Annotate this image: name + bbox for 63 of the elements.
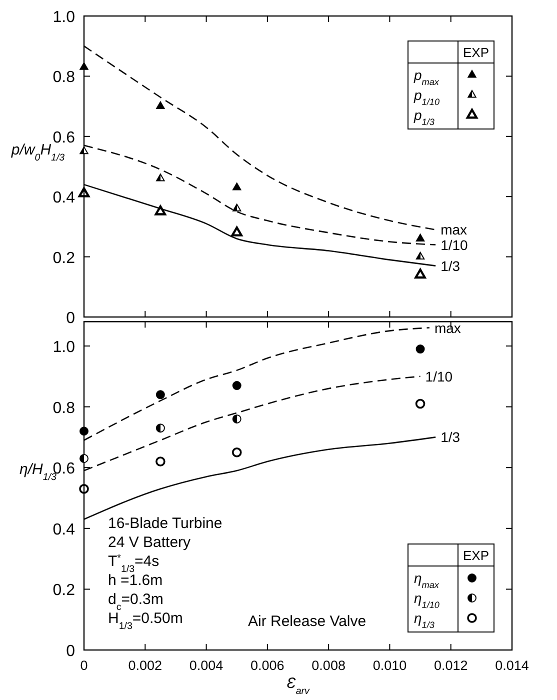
x-tick-label: 0.012	[434, 658, 468, 673]
x-tick-label: 0.006	[250, 658, 284, 673]
point	[232, 448, 242, 458]
legend-label: η$_{1/10}$	[414, 590, 440, 610]
legend-label: p$_{1/10}$	[413, 87, 440, 107]
annotation: h =1.6m	[108, 572, 163, 589]
point	[80, 426, 88, 436]
x-tick-label: 0.004	[189, 658, 224, 673]
series-label: 1/3	[440, 258, 460, 274]
series-label: 1/10	[425, 368, 453, 384]
point	[416, 344, 425, 354]
point	[415, 398, 426, 409]
legend-label: p$_{max}$	[413, 67, 440, 87]
annotation: d$_{c}$=0.3m	[108, 591, 164, 612]
legend-label: p$_{1/3}$	[413, 107, 434, 127]
legend-label: η$_{1/3}$	[414, 610, 434, 630]
y-tick-label: 0	[66, 310, 76, 327]
x-tick-label: 0	[80, 658, 88, 673]
point	[80, 62, 88, 70]
annotation: H$_{1/3}$=0.50m	[108, 610, 183, 632]
annotation: Air Release Valve	[248, 613, 366, 630]
legend-label: η$_{max}$	[414, 570, 440, 590]
y-tick-label: 0.8	[52, 69, 76, 86]
point	[154, 205, 166, 216]
series-label: max	[440, 222, 468, 238]
legend-title: EXP	[462, 45, 490, 60]
annotation: T$^{*}$$_{1/3}$=4s	[108, 552, 160, 574]
series-label: 1/10	[440, 236, 468, 253]
point	[78, 187, 90, 198]
point	[156, 424, 165, 433]
point	[232, 204, 242, 212]
point	[232, 381, 242, 390]
y-tick-label: 0	[66, 643, 76, 660]
x-axis-title: Ɛ$_{arv}$	[286, 675, 311, 696]
point	[156, 456, 166, 466]
x-tick-label: 0.014	[495, 658, 530, 673]
annotation: 24 V Battery	[108, 534, 192, 551]
y-tick-label: 0.4	[52, 521, 76, 538]
y-tick-label: 1.0	[52, 9, 76, 26]
point	[416, 234, 425, 242]
y-tick-label: 0.2	[52, 250, 76, 267]
point	[156, 174, 165, 182]
point	[232, 414, 242, 424]
x-tick-label: 0.002	[128, 658, 162, 673]
x-tick-label: 0.010	[372, 658, 407, 673]
point	[231, 226, 242, 236]
point	[156, 390, 165, 400]
series-label: 1/3	[440, 429, 460, 446]
series-label: max	[434, 320, 461, 336]
annotation: 16-Blade Turbine	[108, 515, 222, 532]
y-tick-label: 0.2	[52, 582, 76, 600]
legend-title: EXP	[462, 548, 490, 563]
y-tick-label: 0.4	[52, 190, 76, 207]
point	[156, 101, 165, 110]
point	[79, 484, 89, 494]
point	[232, 182, 242, 190]
point	[80, 146, 88, 154]
point	[414, 268, 426, 279]
point	[416, 252, 425, 260]
point	[80, 454, 88, 463]
x-tick-label: 0.008	[312, 658, 346, 673]
y-tick-label: 0.8	[52, 400, 76, 417]
y-tick-label: 1.0	[52, 339, 76, 356]
